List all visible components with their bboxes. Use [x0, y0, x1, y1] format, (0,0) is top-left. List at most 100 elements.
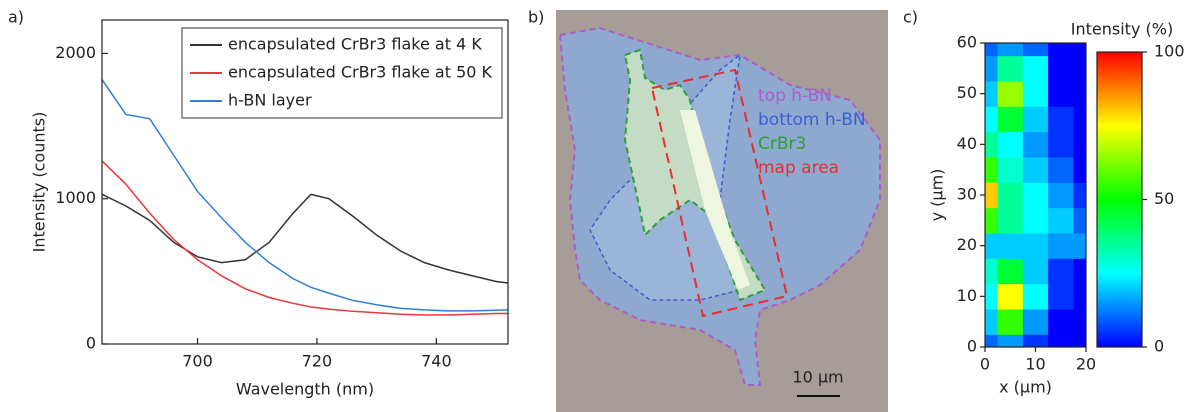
- heatmap-cell: [1073, 131, 1086, 158]
- map-area: [650, 68, 789, 318]
- heatmap-cell: [1048, 233, 1074, 259]
- series-line: [102, 193, 508, 284]
- heatmap-cell: [1022, 43, 1049, 57]
- plot-frame: [101, 19, 509, 345]
- heatmap-cell: [985, 131, 999, 158]
- y-tick-label: 60: [957, 33, 977, 52]
- heatmap-cell: [985, 182, 999, 209]
- heatmap-cell: [1073, 334, 1086, 347]
- heatmap-cell: [985, 43, 999, 57]
- x-axis-label: x (μm): [999, 378, 1052, 397]
- micrograph: [556, 10, 888, 412]
- legend-label: encapsulated CrBr3 flake at 50 K: [228, 63, 493, 82]
- overlay-label: map area: [758, 158, 839, 178]
- heatmap-cell: [985, 258, 999, 285]
- y-tick-label: 10: [957, 286, 977, 305]
- panel-label: c): [903, 8, 918, 27]
- heatmap-cell: [985, 334, 999, 347]
- heatmap-cell: [1048, 207, 1074, 234]
- bright-region: [680, 110, 750, 290]
- y-tick-label: 20: [957, 235, 977, 254]
- heatmap-cell: [1073, 207, 1086, 234]
- heatmap-cell: [997, 182, 1024, 209]
- heatmap-cell: [1022, 157, 1049, 183]
- y-axis-label: y (μm): [928, 169, 947, 222]
- heatmap-cell: [1022, 309, 1049, 335]
- heatmap-cell: [1048, 131, 1074, 158]
- heatmap-cell: [1048, 157, 1074, 183]
- heatmap-cell: [1022, 106, 1049, 133]
- heatmap-cell: [1022, 334, 1049, 347]
- heatmap-cell: [1048, 43, 1074, 57]
- heatmap-cell: [997, 81, 1024, 107]
- heatmap-cell: [1048, 106, 1074, 133]
- heatmap-cell: [1048, 55, 1074, 82]
- heatmap-cell: [997, 43, 1024, 57]
- heatmap-cell: [1048, 309, 1074, 335]
- y-axis-label: Intensity (counts): [30, 112, 49, 253]
- heatmap-cell: [1073, 233, 1086, 259]
- panel-label: b): [528, 8, 544, 27]
- y-tick-label: 0: [967, 337, 977, 356]
- x-tick-label: 720: [302, 352, 333, 371]
- heatmap-cell: [1022, 258, 1049, 285]
- colorbar-title: Intensity (%): [1071, 20, 1173, 39]
- heatmap-cell: [985, 207, 999, 234]
- legend-label: encapsulated CrBr3 flake at 4 K: [228, 35, 482, 54]
- colorbar-tick-label: 100: [1154, 42, 1185, 61]
- heatmap-cell: [997, 233, 1024, 259]
- heatmap-cell: [997, 55, 1024, 82]
- y-tick-label: 2000: [55, 43, 96, 62]
- y-tick-label: 30: [957, 185, 977, 204]
- heatmap-cell: [997, 283, 1024, 310]
- heatmap-cell: [1022, 233, 1049, 259]
- heatmap-cell: [1073, 43, 1086, 57]
- heatmap-cell: [985, 157, 999, 183]
- heatmap-cell: [1022, 182, 1049, 209]
- y-tick-label: 0: [86, 334, 96, 353]
- heatmap-cell: [997, 131, 1024, 158]
- overlay-label: bottom h-BN: [758, 110, 866, 130]
- heatmap-cell: [997, 334, 1024, 347]
- heatmap-cell: [1073, 55, 1086, 82]
- heatmap-cell: [985, 309, 999, 335]
- heatmap-cell: [1048, 81, 1074, 107]
- y-tick-label: 50: [957, 83, 977, 102]
- heatmap-cell: [1022, 81, 1049, 107]
- heatmap-cell: [1048, 283, 1074, 310]
- heatmap-cell: [1022, 207, 1049, 234]
- colorbar-tick-label: 50: [1154, 189, 1174, 208]
- overlay-label: CrBr3: [758, 134, 806, 154]
- panel-label: a): [8, 8, 24, 27]
- heatmap-cell: [997, 207, 1024, 234]
- legend-label: h-BN layer: [228, 91, 312, 110]
- x-tick-label: 10: [1025, 355, 1045, 374]
- heatmap-cell: [985, 81, 999, 107]
- y-tick-label: 1000: [55, 188, 96, 207]
- heatmap-cell: [1073, 157, 1086, 183]
- x-tick-label: 20: [1076, 355, 1096, 374]
- line-plot: [102, 79, 508, 316]
- heatmap-cell: [997, 106, 1024, 133]
- heatmap-cell: [997, 157, 1024, 183]
- heatmap-cell: [1073, 309, 1086, 335]
- heatmap: [985, 43, 1086, 347]
- heatmap-cell: [985, 283, 999, 310]
- x-tick-label: 700: [182, 352, 213, 371]
- heatmap-cell: [985, 55, 999, 82]
- heatmap-cell: [1022, 55, 1049, 82]
- heatmap-cell: [985, 106, 999, 133]
- x-axis-label: Wavelength (nm): [236, 380, 374, 399]
- colorbar-tick-label: 0: [1154, 337, 1164, 356]
- x-tick-label: 740: [421, 352, 452, 371]
- series-line: [102, 79, 508, 312]
- y-tick-label: 40: [957, 134, 977, 153]
- heatmap-cell: [1073, 258, 1086, 285]
- heatmap-cell: [1073, 106, 1086, 133]
- heatmap-cell: [1073, 283, 1086, 310]
- heatmap-cell: [1048, 182, 1074, 209]
- heatmap-cell: [1073, 81, 1086, 107]
- heatmap-cell: [985, 233, 999, 259]
- heatmap-cell: [1073, 182, 1086, 209]
